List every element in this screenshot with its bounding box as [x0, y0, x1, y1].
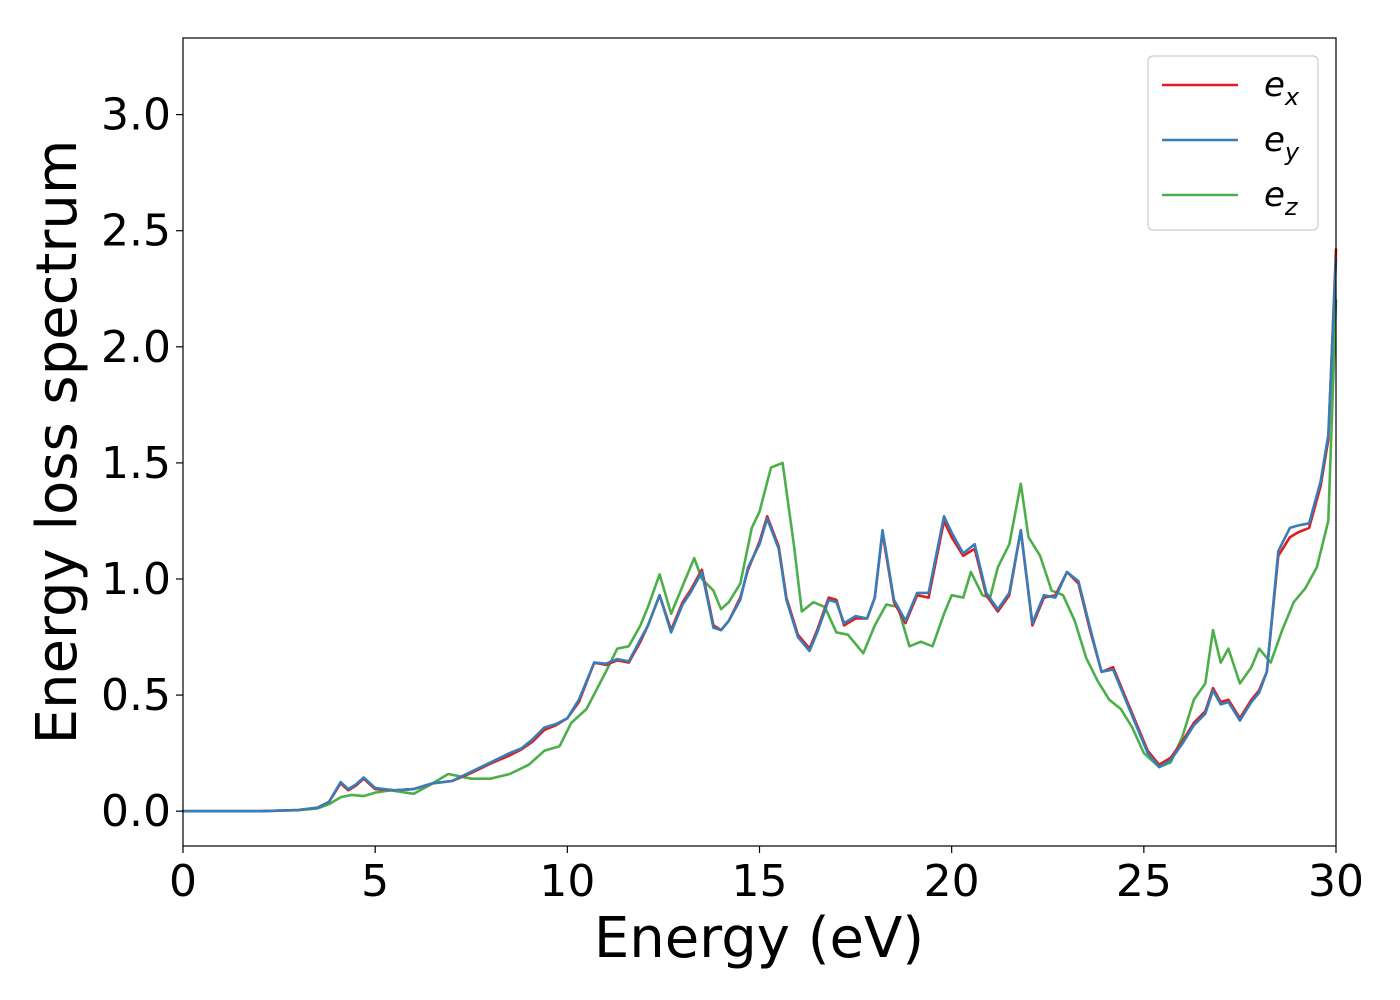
x-tick-label: 20	[924, 856, 980, 907]
x-axis-ticks: 0 5 10 15 20 25 30	[169, 846, 1364, 907]
series-layer	[181, 248, 1338, 813]
y-tick-label: 2.0	[101, 322, 171, 373]
y-tick-label: 3.0	[101, 90, 171, 141]
legend-label-subscript: y	[1284, 138, 1300, 166]
legend-label-main: e	[1264, 65, 1285, 105]
y-tick-label: 1.5	[101, 438, 171, 489]
legend-label-main: e	[1264, 175, 1285, 215]
series-line-e-z	[181, 299, 1338, 813]
x-tick-label: 5	[361, 856, 389, 907]
y-tick-label: 1.0	[101, 554, 171, 605]
y-tick-label: 2.5	[101, 206, 171, 257]
x-tick-label: 30	[1308, 856, 1364, 907]
legend-label-subscript: x	[1284, 83, 1300, 111]
series-line-e-y	[181, 257, 1338, 813]
y-axis-ticks: 0.0 0.5 1.0 1.5 2.0 2.5 3.0	[101, 90, 183, 837]
x-tick-label: 15	[732, 856, 788, 907]
x-tick-label: 10	[539, 856, 595, 907]
x-axis-label: Energy (eV)	[594, 906, 924, 971]
legend-label-e-y: ey	[1264, 120, 1300, 166]
y-axis-label: Energy loss spectrum	[25, 140, 90, 745]
x-tick-label: 0	[169, 856, 197, 907]
legend-box	[1147, 55, 1319, 231]
x-tick-label: 25	[1116, 856, 1172, 907]
legend-label-subscript: z	[1284, 193, 1299, 221]
y-tick-label: 0.0	[101, 786, 171, 837]
legend-label-e-z: ez	[1264, 175, 1299, 221]
y-tick-label: 0.5	[101, 670, 171, 721]
plot-background	[183, 38, 1336, 846]
legend-label-main: e	[1264, 120, 1285, 160]
legend-label-e-x: ex	[1264, 65, 1300, 111]
